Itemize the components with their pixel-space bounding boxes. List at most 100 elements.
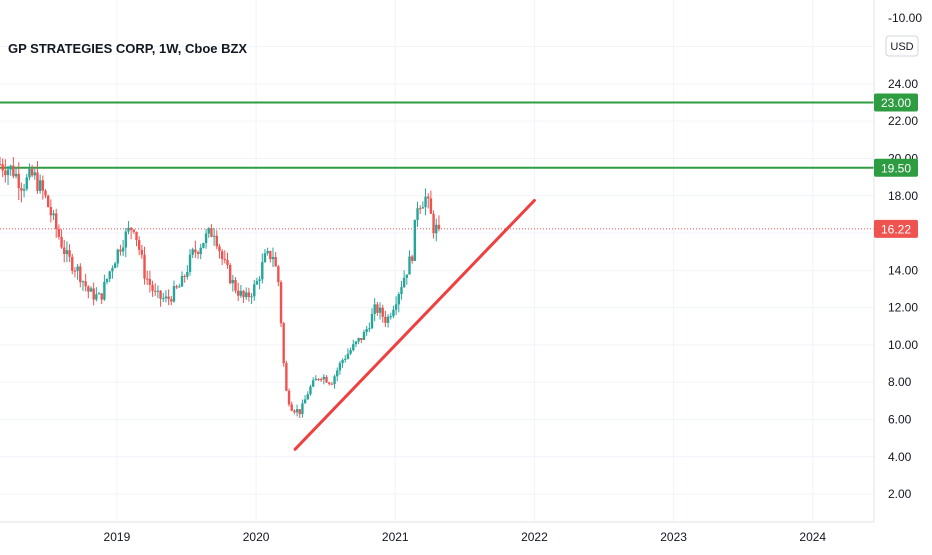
candle-body bbox=[373, 304, 376, 314]
candle-body bbox=[137, 240, 141, 250]
candle-body bbox=[105, 278, 109, 282]
candle-body bbox=[65, 250, 69, 255]
candle-body bbox=[360, 337, 363, 340]
candle-body bbox=[132, 229, 136, 232]
candle-body bbox=[154, 290, 157, 292]
candle-body bbox=[277, 266, 280, 283]
candle-body bbox=[156, 290, 160, 292]
candle-body bbox=[416, 208, 419, 220]
candle-body bbox=[46, 195, 50, 208]
candle-body bbox=[282, 323, 285, 364]
y-tick-label: 24.00 bbox=[888, 77, 918, 91]
y-tick-label: 18.00 bbox=[888, 189, 918, 203]
candle-body bbox=[207, 228, 210, 234]
candle-body bbox=[194, 249, 197, 253]
candle-body bbox=[76, 266, 79, 272]
horizontal-levels bbox=[0, 101, 874, 169]
candle-body bbox=[84, 281, 87, 287]
candle-body bbox=[79, 266, 82, 283]
candle-body bbox=[111, 268, 114, 272]
candle-body bbox=[295, 409, 299, 413]
candle-body bbox=[33, 172, 36, 176]
candle-body bbox=[164, 296, 168, 299]
y-tick-label: 10.00 bbox=[888, 338, 918, 352]
level-badge bbox=[874, 93, 918, 112]
candle-body bbox=[215, 235, 218, 247]
candle-body bbox=[357, 337, 360, 342]
candle-body bbox=[435, 224, 438, 234]
candle-body bbox=[311, 380, 315, 387]
candle-body bbox=[143, 254, 146, 279]
y-tick-label: 22.00 bbox=[888, 114, 918, 128]
y-tick-label: 2.00 bbox=[888, 487, 912, 501]
candle-body bbox=[124, 231, 127, 248]
candle-body bbox=[36, 172, 39, 191]
candle-body bbox=[437, 224, 441, 229]
candle-body bbox=[44, 190, 47, 196]
last-price-badge bbox=[874, 219, 918, 238]
candle-body bbox=[338, 363, 342, 371]
candle-body bbox=[231, 280, 235, 284]
trendline[interactable] bbox=[293, 198, 536, 451]
candle-body bbox=[146, 278, 149, 280]
candle-body bbox=[226, 259, 229, 265]
candle-body bbox=[202, 243, 205, 248]
level-badge-label: 19.50 bbox=[881, 161, 911, 175]
candle-body bbox=[68, 250, 71, 257]
candle-body bbox=[239, 290, 243, 296]
candle-body bbox=[183, 275, 186, 277]
candle-body bbox=[354, 341, 358, 345]
candle-body bbox=[159, 290, 162, 299]
candle-body bbox=[63, 247, 66, 255]
candle-body bbox=[196, 252, 200, 254]
candle-body bbox=[336, 370, 339, 377]
candle-body bbox=[274, 256, 277, 267]
time-axis[interactable]: 2019 2020 2021 2022 2023 2024 bbox=[104, 530, 827, 544]
x-tick-label: 2024 bbox=[799, 530, 826, 544]
candle-body bbox=[386, 316, 390, 323]
candle-body bbox=[306, 394, 309, 400]
currency-button[interactable]: USD bbox=[885, 35, 919, 57]
x-tick-label: 2021 bbox=[382, 530, 409, 544]
candle-body bbox=[100, 293, 103, 300]
candle-body bbox=[81, 281, 85, 283]
candle-body bbox=[319, 379, 323, 381]
candle-body bbox=[129, 227, 133, 230]
candle-body bbox=[263, 253, 267, 263]
candle-body bbox=[250, 296, 253, 298]
candle-body bbox=[17, 173, 20, 189]
candle-body bbox=[279, 282, 283, 324]
candle-body bbox=[424, 196, 427, 208]
candle-body bbox=[223, 259, 227, 261]
y-tick-label: 14.00 bbox=[888, 263, 918, 277]
candle-body bbox=[327, 382, 331, 384]
candle-body bbox=[397, 294, 400, 305]
price-badges: 23.00 19.50 16.22 bbox=[874, 93, 918, 238]
y-tick-label: ‑10.00 bbox=[888, 11, 922, 25]
y-tick-label: 8.00 bbox=[888, 375, 912, 389]
candle-body bbox=[220, 251, 224, 260]
candle-body bbox=[30, 168, 34, 176]
candle-body bbox=[344, 358, 347, 360]
candle-body bbox=[261, 262, 264, 280]
candle-body bbox=[175, 286, 178, 288]
level-badge bbox=[874, 158, 918, 177]
candle-body bbox=[362, 331, 366, 340]
candle-body bbox=[298, 409, 301, 415]
candle-body bbox=[22, 189, 26, 191]
candle-body bbox=[180, 275, 184, 287]
candle-body bbox=[28, 168, 31, 178]
x-tick-label: 2019 bbox=[104, 530, 131, 544]
candle-body bbox=[309, 386, 312, 395]
candle-body bbox=[429, 198, 433, 214]
x-tick-label: 2023 bbox=[660, 530, 687, 544]
candle-body bbox=[140, 249, 144, 255]
candle-body bbox=[370, 313, 374, 329]
candle-body bbox=[121, 247, 125, 252]
candle-body bbox=[384, 316, 387, 323]
candle-body bbox=[258, 279, 261, 282]
candlestick-series bbox=[0, 156, 441, 419]
candle-body bbox=[119, 249, 122, 252]
candle-body bbox=[427, 196, 430, 199]
